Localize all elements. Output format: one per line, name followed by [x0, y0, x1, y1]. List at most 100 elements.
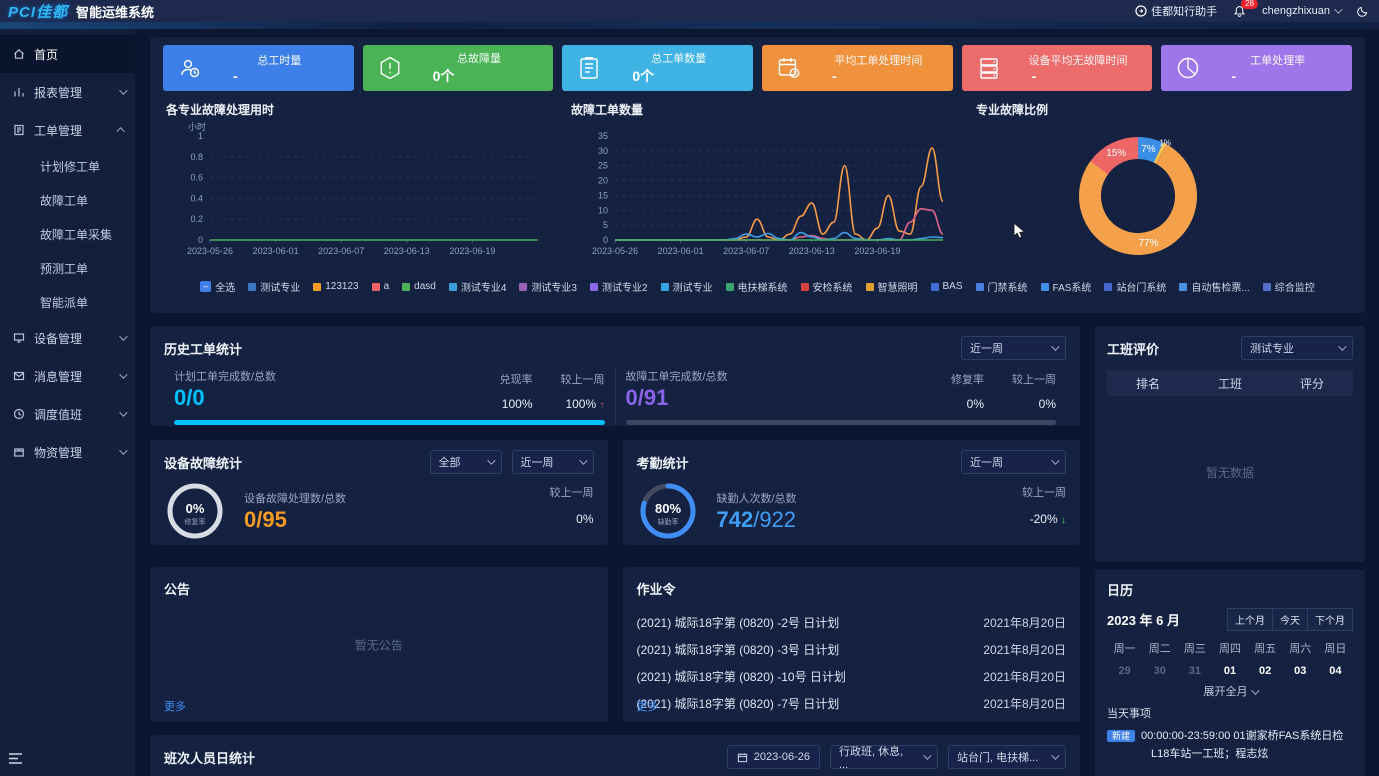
chevron-down-icon — [119, 370, 128, 379]
stat-card-avg-handle-time: 平均工单处理时间 - — [762, 45, 953, 91]
calendar-date[interactable]: 04 — [1329, 665, 1342, 677]
calendar-event[interactable]: 新建 00:00:00-23:59:00 01谢家桥FAS系统日检 L18车站一工… — [1107, 728, 1353, 763]
legend-item[interactable]: 综合监控 — [1262, 279, 1315, 294]
message-icon — [12, 370, 25, 383]
sidebar-item-fault-workorder[interactable]: 故障工单 — [40, 193, 89, 208]
legend-item[interactable]: 测试专业4 — [448, 279, 506, 294]
legend-color-swatch — [1262, 282, 1271, 291]
svg-text:2023-06-07: 2023-06-07 — [723, 246, 769, 256]
attendance-period-select[interactable]: 近一周 — [961, 450, 1066, 474]
legend-item[interactable]: FAS系统 — [1040, 279, 1091, 294]
sidebar-item-reports[interactable]: 报表管理 — [0, 73, 135, 111]
calendar-date[interactable]: 03 — [1294, 665, 1307, 677]
stat-card-mtbf: 设备平均无故障时间 - — [961, 45, 1153, 91]
history-workorder-panel: 历史工单统计 近一周 计划工单完成数/总数 0/0 兑现率 100% 较上 — [150, 326, 1080, 426]
notification-badge: 28 — [1241, 0, 1259, 9]
panel-title: 历史工单统计 — [164, 341, 243, 357]
legend-item[interactable]: 测试专业 — [248, 279, 300, 294]
sidebar-item-devices[interactable]: 设备管理 — [0, 319, 135, 357]
svg-text:80%: 80% — [654, 501, 680, 516]
shift-type-select[interactable]: 行政班, 休息, ... — [830, 745, 938, 771]
sidebar-item-messages[interactable]: 消息管理 — [0, 357, 135, 395]
legend-color-swatch — [660, 282, 669, 291]
legend-color-swatch — [800, 282, 809, 291]
planned-workorder-stat: 计划工单完成数/总数 0/0 兑现率 100% 较上一周 100% ↑ — [164, 368, 615, 425]
legend-select-all[interactable]: – 全选 — [200, 279, 235, 294]
expand-month-link[interactable]: 展开全月 — [1107, 683, 1353, 699]
panel-title: 公告 — [164, 582, 191, 597]
calendar-date[interactable]: 29 — [1118, 665, 1131, 677]
svg-text:0: 0 — [603, 235, 608, 245]
legend-item[interactable]: BAS — [930, 281, 963, 292]
announcement-more-link[interactable]: 更多 — [164, 701, 186, 713]
today-button[interactable]: 今天 — [1273, 608, 1308, 631]
notifications-button[interactable]: 28 — [1233, 0, 1259, 18]
legend-item[interactable]: dasd — [402, 281, 436, 292]
chart-fault-handle-time: 各专业故障处理用时 0 0.2 0.4 0.6 0.8 1 2023-05-26 2023-0… — [150, 101, 555, 275]
legend-item[interactable]: 测试专业3 — [519, 279, 577, 294]
svg-text:2023-06-07: 2023-06-07 — [318, 246, 364, 256]
sidebar-item-dispatch-duty[interactable]: 调度值班 — [0, 395, 135, 433]
user-menu[interactable]: chengzhixuan — [1262, 5, 1343, 17]
line-chart-fault-handle-time[interactable]: 0 0.2 0.4 0.6 0.8 1 2023-05-26 2023-06-01 2023-0… — [166, 120, 551, 270]
next-month-button[interactable]: 下个月 — [1308, 608, 1353, 631]
chevron-down-icon — [119, 86, 128, 95]
work-command-item[interactable]: (2021) 城际18字第 (0820) -2号 日计划 2021年8月20日 — [636, 616, 1067, 630]
legend-item[interactable]: 电扶梯系统 — [725, 279, 788, 294]
legend-item[interactable]: 测试专业 — [660, 279, 713, 294]
device-fault-panel: 设备故障统计 全部 近一周 0% 修复率 设备故障处理数/总数 0/95 — [150, 440, 608, 545]
svg-text:7%: 7% — [1141, 144, 1156, 155]
sidebar-item-smart-dispatch[interactable]: 智能派单 — [40, 295, 89, 310]
legend-item[interactable]: 智慧照明 — [865, 279, 918, 294]
chevron-down-icon — [1250, 686, 1260, 695]
legend-color-swatch — [975, 282, 984, 291]
calendar-icon — [737, 752, 747, 762]
device-fault-value: 0/95 — [244, 506, 287, 532]
work-command-item[interactable]: (2021) 城际18字第 (0820) -3号 日计划 2021年8月20日 — [636, 643, 1067, 657]
shift-date-picker[interactable]: 2023-06-26 — [726, 745, 820, 769]
svg-text:1: 1 — [198, 131, 203, 141]
sidebar-item-workorders[interactable]: 工单管理 — [0, 111, 135, 149]
legend-item[interactable]: 测试专业2 — [589, 279, 648, 294]
empty-team-data: 暂无数据 — [1205, 466, 1254, 480]
legend-item[interactable]: a — [371, 281, 389, 292]
legend-item[interactable]: 123123 — [313, 281, 359, 292]
donut-chart-fault-ratio[interactable]: 7%1% 77% 15% — [976, 120, 1346, 270]
legend-item[interactable]: 站台门系统 — [1104, 279, 1166, 294]
prev-month-button[interactable]: 上个月 — [1227, 608, 1273, 631]
device-period-select[interactable]: 近一周 — [511, 450, 594, 474]
calendar-date[interactable]: 01 — [1223, 665, 1237, 677]
sidebar-item-materials[interactable]: 物资管理 — [0, 433, 135, 471]
team-specialty-select[interactable]: 测试专业 — [1241, 336, 1353, 360]
work-command-item[interactable]: (2021) 城际18字第 (0820) -10号 日计划 2021年8月20日 — [636, 670, 1067, 684]
legend-item[interactable]: 自动售检票... — [1179, 279, 1250, 294]
assistant-button[interactable]: 佳都知行助手 — [1135, 3, 1217, 19]
sidebar-item-home[interactable]: 首页 — [0, 35, 135, 73]
chevron-down-icon — [1051, 751, 1060, 760]
sidebar-item-predict-workorder[interactable]: 预测工单 — [40, 261, 89, 276]
svg-text:2023-06-13: 2023-06-13 — [384, 246, 430, 256]
chevron-down-icon — [578, 456, 588, 465]
work-command-item[interactable]: (2021) 城际18字第 (0820) -7号 日计划 2021年8月20日 — [636, 697, 1067, 711]
shift-specialty-select[interactable]: 站台门, 电扶梯... — [948, 745, 1066, 769]
theme-toggle[interactable] — [1356, 5, 1369, 18]
svg-text:10: 10 — [598, 205, 608, 215]
line-chart-fault-count[interactable]: 0 5 10 15 20 25 30 35 2023-05-26 2023-06-01 2023-0… — [571, 120, 956, 270]
panel-title: 设备故障统计 — [164, 455, 243, 471]
legend-item[interactable]: 安检系统 — [800, 279, 853, 294]
legend-item[interactable]: 门禁系统 — [975, 279, 1028, 294]
fault-workorder-value: 0/91 — [625, 385, 669, 410]
attendance-value: 742/922 — [716, 506, 797, 532]
stat-card-total-faults: 总故障量 0个 — [362, 45, 554, 91]
history-period-select[interactable]: 近一周 — [961, 336, 1066, 360]
calendar-date[interactable]: 02 — [1259, 665, 1272, 677]
work-command-more-link[interactable]: 更多 — [636, 701, 659, 713]
sidebar-collapse-button[interactable] — [8, 752, 23, 770]
device-scope-select[interactable]: 全部 — [429, 450, 502, 474]
svg-text:0%: 0% — [186, 501, 205, 516]
sidebar-item-planned-workorder[interactable]: 计划修工单 — [40, 159, 101, 174]
calendar-date[interactable]: 30 — [1153, 665, 1166, 677]
calendar-date[interactable]: 31 — [1188, 665, 1201, 677]
absence-rate-gauge: 80%缺勤率 — [640, 483, 695, 539]
sidebar-item-fault-collect[interactable]: 故障工单采集 — [40, 227, 113, 242]
